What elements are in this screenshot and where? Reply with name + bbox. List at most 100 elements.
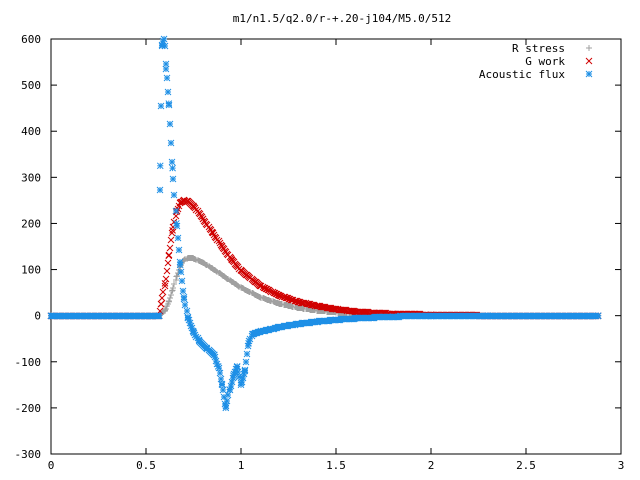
data-point [167, 139, 175, 147]
legend-marker [585, 70, 593, 78]
data-point [249, 330, 256, 338]
chart-title: m1/n1.5/q2.0/r-+.20-j104/M5.0/512 [233, 12, 452, 25]
data-point [181, 301, 189, 309]
data-point [230, 372, 237, 379]
data-point [218, 381, 226, 389]
data-point [198, 213, 206, 221]
data-point [239, 374, 247, 382]
legend-label: R stress [512, 42, 565, 55]
data-point [275, 292, 283, 299]
data-point [172, 207, 180, 215]
data-point [162, 307, 168, 314]
data-point [199, 215, 207, 223]
data-point [329, 305, 337, 313]
data-point [222, 404, 230, 412]
data-point [176, 261, 184, 269]
y-tick-label: -300 [15, 448, 42, 461]
data-point [361, 308, 369, 316]
x-tick-label: 2.5 [516, 459, 536, 472]
data-point [243, 350, 251, 358]
x-tick-label: 1.5 [326, 459, 346, 472]
data-point [241, 367, 249, 375]
data-point [184, 314, 192, 322]
data-point [165, 252, 173, 260]
data-point [276, 300, 282, 307]
data-point [209, 265, 216, 272]
data-point [158, 42, 166, 50]
data-point [218, 243, 226, 250]
data-point [195, 337, 203, 345]
y-tick-label: 100 [21, 264, 41, 277]
data-point [275, 323, 283, 331]
data-point [205, 223, 213, 231]
data-point [237, 381, 245, 389]
data-point [168, 158, 176, 166]
data-point [203, 344, 211, 352]
data-point [242, 358, 250, 366]
data-point [158, 294, 166, 302]
data-point [307, 301, 315, 309]
data-point [226, 386, 233, 393]
data-point [484, 312, 492, 320]
data-point [234, 368, 242, 376]
data-point [200, 259, 206, 266]
y-tick-label: 300 [21, 171, 41, 184]
data-point [190, 202, 197, 210]
data-point [169, 175, 177, 183]
data-point [190, 255, 197, 262]
data-point [246, 335, 254, 343]
plot-frame [50, 38, 622, 455]
data-point [294, 320, 302, 328]
data-point [166, 120, 174, 128]
data-point [166, 244, 174, 252]
data-point [170, 191, 178, 199]
data-point [256, 328, 264, 336]
y-tick-label: 600 [21, 33, 41, 46]
data-point [176, 199, 184, 207]
series-marks [47, 35, 602, 412]
series-g-work [47, 196, 602, 320]
data-point [313, 302, 321, 310]
y-tick-label: 200 [21, 217, 41, 230]
data-point [156, 162, 164, 170]
data-point [233, 363, 241, 370]
data-point [594, 312, 602, 320]
data-point [216, 239, 224, 247]
x-tick-label: 1 [238, 459, 245, 472]
data-point [161, 282, 169, 290]
data-point [163, 306, 169, 312]
data-point [171, 281, 177, 287]
data-point [209, 229, 216, 237]
data-point [351, 315, 359, 322]
legend-marker [586, 45, 592, 51]
y-tick-label: -100 [15, 356, 42, 369]
y-tick-label: -200 [15, 402, 42, 415]
data-point [245, 339, 252, 347]
data-point [427, 312, 435, 320]
x-tick-label: 2 [428, 459, 435, 472]
data-point [169, 288, 175, 294]
data-point [257, 294, 263, 301]
data-point [256, 282, 264, 290]
data-point [167, 236, 175, 244]
data-point [238, 284, 244, 291]
data-point [332, 316, 340, 324]
axes: 0 0.5 1 1.5 2 2.5 3 600 500 400 300 200 100 0 -100 -200… [15, 33, 625, 472]
data-point [246, 274, 254, 282]
data-point [339, 306, 347, 314]
data-point [184, 197, 192, 205]
data-point [179, 287, 187, 295]
legend-label: G work [525, 55, 565, 68]
data-point [163, 74, 171, 82]
data-point [165, 298, 172, 305]
data-point [173, 273, 180, 280]
data-point [223, 397, 231, 405]
data-point [313, 318, 321, 326]
data-point [161, 280, 169, 287]
data-point [160, 35, 168, 43]
data-point [180, 197, 188, 204]
y-tick-label: 0 [34, 310, 41, 323]
data-point [163, 267, 171, 275]
